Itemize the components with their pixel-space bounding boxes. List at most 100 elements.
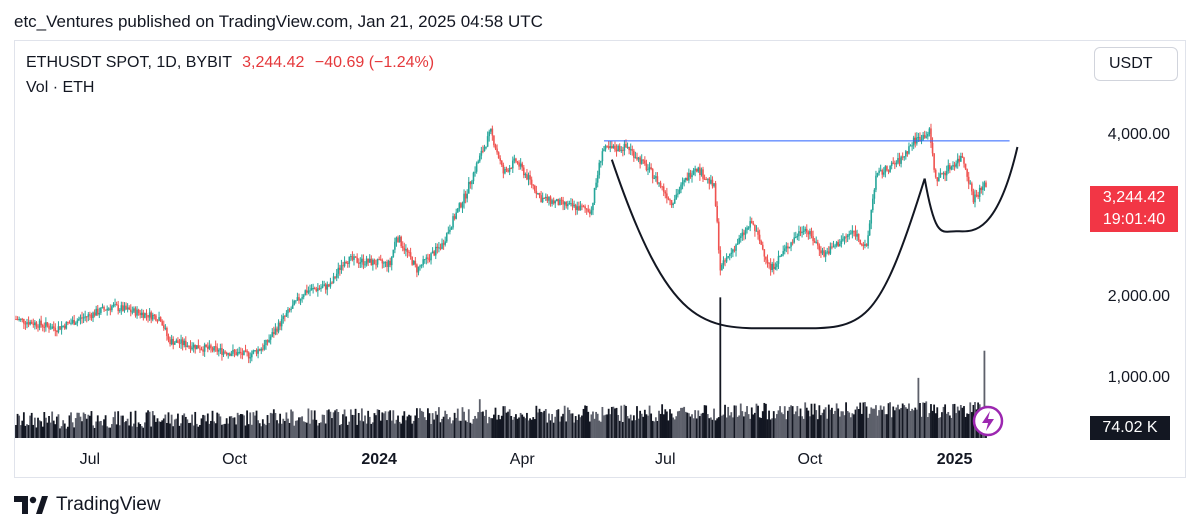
volume-bar — [379, 420, 382, 438]
volume-bar — [331, 418, 333, 438]
volume-bar — [620, 405, 623, 438]
volume-bar — [676, 411, 679, 438]
candle-body — [634, 157, 637, 159]
volume-bar — [211, 410, 214, 438]
candle-body — [54, 327, 57, 331]
candle-body — [559, 199, 561, 206]
volume-bar — [177, 413, 179, 438]
volume-bar — [216, 412, 219, 438]
volume-bar — [947, 411, 950, 438]
candle-body — [747, 227, 750, 229]
volume-bar — [30, 412, 33, 438]
candle-body — [579, 205, 582, 211]
candle-body — [148, 312, 151, 318]
candle-body — [274, 328, 277, 335]
volume-bar — [483, 415, 486, 438]
candle-body — [445, 233, 448, 242]
volume-bar — [442, 416, 445, 438]
candle-body — [838, 244, 841, 247]
volume-bar — [122, 415, 124, 438]
x-tick-label: Oct — [797, 451, 823, 468]
lightning-icon[interactable] — [972, 405, 1004, 437]
handle-curve — [923, 146, 1019, 233]
candle-body — [30, 321, 33, 324]
candle-body — [412, 260, 415, 265]
volume-legend[interactable]: Vol · ETH — [26, 79, 95, 96]
volume-bar — [661, 404, 664, 438]
candle-body — [194, 344, 197, 350]
candle-body — [252, 350, 255, 354]
volume-bar — [670, 413, 673, 438]
volume-bar — [312, 419, 315, 438]
candle-body — [24, 323, 27, 325]
candle-body — [302, 295, 305, 298]
volume-bar — [375, 415, 377, 438]
candle-body — [361, 258, 363, 263]
candle-body — [532, 184, 535, 186]
footer-logo[interactable]: TradingView — [14, 494, 161, 516]
volume-bar — [200, 418, 203, 438]
volume-bar — [560, 416, 563, 438]
volume-bar — [169, 423, 171, 438]
symbol-title[interactable]: ETHUSDT SPOT, 1D, BYBIT — [26, 54, 232, 71]
currency-button[interactable]: USDT — [1094, 47, 1178, 81]
candle-body — [195, 345, 198, 350]
candle-body — [922, 134, 924, 140]
volume-bar — [77, 412, 80, 438]
y-tick-label: 2,000.00 — [1107, 288, 1170, 305]
candle-body — [486, 136, 489, 147]
volume-bar — [579, 417, 582, 438]
candle-body — [507, 169, 509, 172]
volume-bar — [480, 411, 483, 438]
volume-bar — [305, 422, 308, 438]
volume-bar — [128, 425, 131, 438]
candle-body — [236, 352, 239, 356]
candle-body — [656, 176, 659, 184]
volume-bar — [52, 420, 55, 438]
candle-body — [342, 265, 344, 267]
candle-body — [713, 183, 715, 187]
candle-body — [129, 309, 132, 312]
candle-body — [889, 165, 891, 172]
volume-bar — [51, 411, 54, 438]
volume-bar — [939, 417, 942, 438]
candle-body — [570, 203, 572, 205]
volume-bar — [664, 409, 667, 438]
candle-body — [210, 345, 212, 348]
candle-body — [458, 203, 461, 209]
volume-bar — [239, 413, 242, 438]
volume-bar — [395, 419, 398, 438]
candle-body — [112, 305, 115, 307]
volume-bar — [777, 410, 780, 438]
candle-body — [123, 305, 126, 311]
candle-body — [384, 261, 387, 263]
volume-bar — [46, 422, 49, 438]
candle-body — [65, 321, 68, 329]
candle-body — [131, 311, 134, 313]
volume-bar — [755, 403, 758, 438]
candle-body — [741, 232, 744, 237]
volume-bar — [669, 409, 671, 438]
volume-bar — [780, 412, 783, 438]
volume-bar — [298, 417, 300, 438]
volume-bar — [265, 425, 267, 438]
candle-body — [813, 241, 816, 243]
candle-body — [434, 246, 437, 256]
volume-bar — [963, 406, 965, 438]
candle-body — [254, 350, 256, 352]
candle-body — [161, 321, 164, 326]
x-tick-label: 2025 — [936, 451, 973, 468]
volume-bar — [565, 421, 568, 438]
volume-bar — [590, 414, 593, 438]
candle-body — [92, 312, 94, 319]
volume-bar — [192, 425, 195, 438]
candle-body — [379, 259, 382, 261]
volume-bar — [151, 411, 154, 438]
candle-body — [49, 328, 52, 330]
candle-body — [367, 258, 369, 263]
volume-bar — [604, 414, 607, 438]
volume-bar — [508, 409, 511, 438]
volume-bar — [244, 425, 247, 438]
volume-bar — [293, 425, 296, 438]
